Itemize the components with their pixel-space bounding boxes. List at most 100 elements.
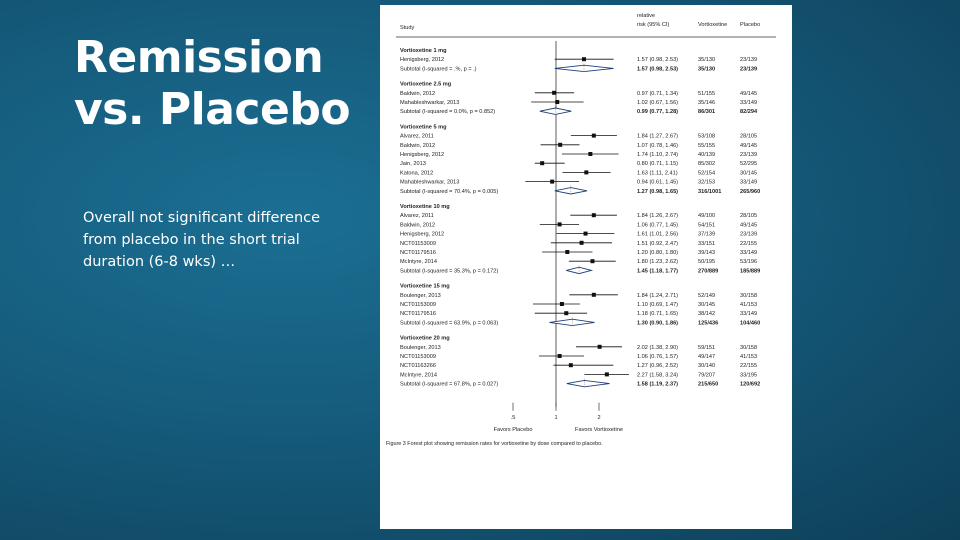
study-label: Henigsberg, 2012 [400, 232, 444, 238]
forest-plot-svg: Study relative risk (95% CI) Vortioxetine Pl… [386, 13, 776, 447]
point-estimate [555, 100, 560, 104]
rr-ci-text: 1.57 (0.98, 2.53) [637, 66, 678, 72]
rr-ci-text: 1.06 (0.77, 1.45) [637, 222, 678, 228]
subtotal-label: Subtotal (I-squared = .%, p = .) [400, 66, 477, 72]
vortioxetine-events: 50/195 [698, 259, 715, 265]
study-label: NCT01153009 [400, 302, 436, 308]
study-label: Boulenger, 2013 [400, 345, 441, 351]
point-estimate [557, 222, 562, 227]
vortioxetine-events: 35/130 [698, 66, 715, 72]
rr-ci-text: 0.80 (0.71, 1.15) [637, 161, 678, 167]
placebo-events: 28/105 [740, 213, 757, 219]
point-estimate [557, 354, 562, 358]
rr-ci-text: 1.07 (0.78, 1.46) [637, 143, 678, 149]
x-tick-label: .5 [511, 415, 516, 421]
subtotal-label: Subtotal (I-squared = 63.9%, p = 0.063) [400, 320, 498, 326]
placebo-events: 41/153 [740, 302, 757, 308]
vortioxetine-events: 316/1001 [698, 189, 721, 195]
subtotal-label: Subtotal (I-squared = 0.0%, p = 0.852) [400, 109, 495, 115]
rr-ci-text: 1.27 (0.96, 2.52) [637, 363, 678, 369]
placebo-events: 33/149 [740, 180, 757, 186]
vortioxetine-events: 51/155 [698, 91, 715, 97]
point-estimate [558, 142, 563, 147]
rr-ci-text: 1.84 (1.24, 2.71) [637, 293, 678, 299]
placebo-events: 28/105 [740, 134, 757, 140]
point-estimate [552, 90, 557, 95]
placebo-events: 23/139 [740, 152, 757, 158]
rr-ci-text: 1.80 (1.23, 2.62) [637, 259, 678, 265]
vortioxetine-events: 215/650 [698, 382, 718, 388]
x-right-label: Favors Vortioxetine [575, 427, 623, 433]
vortioxetine-events: 33/151 [698, 241, 715, 247]
placebo-events: 22/155 [740, 363, 757, 369]
point-estimate [540, 161, 545, 166]
point-estimate [597, 344, 602, 349]
vortioxetine-events: 52/149 [698, 293, 715, 299]
vortioxetine-events: 270/889 [698, 268, 718, 274]
vortioxetine-events: 32/153 [698, 180, 715, 186]
placebo-events: 41/153 [740, 354, 757, 360]
rr-ci-text: 1.63 (1.11, 2.41) [637, 170, 678, 176]
subtotal-label: Subtotal (I-squared = 35.3%, p = 0.172) [400, 268, 498, 274]
rr-ci-text: 1.51 (0.92, 2.47) [637, 241, 678, 247]
placebo-events: 30/145 [740, 170, 757, 176]
subtotal-label: Subtotal (I-squared = 67.8%, p = 0.027) [400, 382, 498, 388]
placebo-events: 120/692 [740, 382, 760, 388]
point-estimate [565, 250, 570, 254]
study-label: NCT01179516 [400, 250, 436, 256]
rr-ci-text: 1.10 (0.69, 1.47) [637, 302, 678, 308]
subtotal-diamond [549, 318, 595, 327]
study-label: Henigsberg, 2012 [400, 152, 444, 158]
rr-ci-text: 1.45 (1.18, 1.77) [637, 268, 678, 274]
subtotal-label: Subtotal (I-squared = 70.4%, p = 0.005) [400, 189, 498, 195]
placebo-events: 49/145 [740, 143, 757, 149]
vortioxetine-events: 54/151 [698, 222, 715, 228]
slide-title: Remission vs. Placebo [74, 32, 351, 136]
group-label: Vortioxetine 5 mg [400, 124, 447, 130]
placebo-events: 30/158 [740, 293, 757, 299]
vortioxetine-events: 79/207 [698, 372, 715, 378]
rr-ci-text: 2.02 (1.38, 2.90) [637, 345, 678, 351]
study-label: Boulenger, 2013 [400, 293, 441, 299]
placebo-events: 33/149 [740, 100, 757, 106]
study-label: Baldwin, 2012 [400, 91, 435, 97]
placebo-events: 49/145 [740, 222, 757, 228]
study-label: Mahableshwarkar, 2013 [400, 180, 459, 186]
point-estimate [590, 259, 595, 264]
vortioxetine-events: 30/140 [698, 363, 715, 369]
study-label: Alvarez, 2011 [400, 213, 434, 219]
placebo-events: 49/145 [740, 91, 757, 97]
rr-ci-text: 1.58 (1.19, 2.37) [637, 382, 678, 388]
vortioxetine-events: 40/139 [698, 152, 715, 158]
study-label: Mahableshwarkar, 2013 [400, 100, 459, 106]
rr-ci-text: 1.61 (1.01, 2.56) [637, 232, 678, 238]
rr-ci-text: 0.94 (0.61, 1.45) [637, 180, 678, 186]
placebo-events: 30/158 [740, 345, 757, 351]
point-estimate [583, 231, 588, 236]
study-label: NCT01153009 [400, 354, 436, 360]
placebo-events: 23/139 [740, 232, 757, 238]
vortioxetine-events: 49/147 [698, 354, 715, 360]
vortioxetine-events: 38/142 [698, 311, 715, 317]
point-estimate [591, 213, 596, 218]
rr-ci-text: 1.84 (1.27, 2.67) [637, 134, 678, 140]
rr-ci-text: 1.57 (0.98, 2.53) [637, 57, 678, 63]
vortioxetine-events: 37/139 [698, 232, 715, 238]
vortioxetine-events: 85/302 [698, 161, 715, 167]
rr-ci-text: 1.02 (0.67, 1.56) [637, 100, 678, 106]
vortioxetine-events: 35/146 [698, 100, 715, 106]
header-vortioxetine: Vortioxetine [698, 22, 727, 28]
slide-title-line-2: vs. Placebo [74, 84, 351, 135]
point-estimate [591, 133, 596, 138]
study-label: NCT01153009 [400, 241, 436, 247]
vortioxetine-events: 39/143 [698, 250, 715, 256]
placebo-events: 33/149 [740, 311, 757, 317]
point-estimate [584, 170, 589, 175]
rr-ci-text: 1.06 (0.76, 1.57) [637, 354, 678, 360]
x-tick-label: 1 [554, 415, 557, 421]
study-label: Henigsberg, 2012 [400, 57, 444, 63]
subtotal-diamond [566, 379, 610, 388]
placebo-events: 52/295 [740, 161, 757, 167]
placebo-events: 82/294 [740, 109, 758, 115]
placebo-events: 265/960 [740, 189, 760, 195]
